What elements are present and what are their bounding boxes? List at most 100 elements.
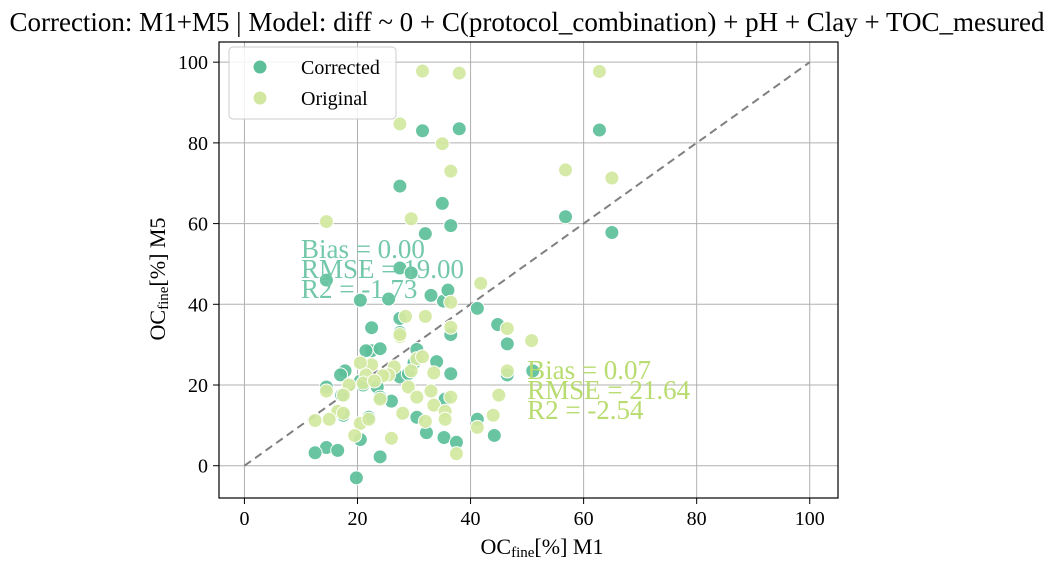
original-point xyxy=(558,162,574,178)
corrected-stat-line: Bias = 0.00 xyxy=(301,234,425,264)
data-points xyxy=(307,63,620,486)
original-point xyxy=(524,333,540,349)
legend-box xyxy=(228,46,397,120)
y-tick-label: 40 xyxy=(188,294,208,316)
corrected-point xyxy=(330,442,346,458)
original-point xyxy=(417,308,433,324)
original-point xyxy=(499,321,515,337)
original-stat-line: RMSE = 21.64 xyxy=(527,375,691,405)
original-point xyxy=(491,387,507,403)
corrected-point xyxy=(443,218,459,234)
legend-label-corrected: Corrected xyxy=(301,57,380,79)
original-point xyxy=(409,389,425,405)
corrected-point xyxy=(318,272,334,288)
original-stat-line: R2 = -2.54 xyxy=(527,395,644,425)
corrected-point xyxy=(352,292,368,308)
corrected-point xyxy=(364,320,380,336)
x-tick-label: 100 xyxy=(795,508,825,530)
corrected-point xyxy=(415,123,431,139)
corrected-point xyxy=(436,429,452,445)
corrected-point xyxy=(499,336,515,352)
original-point xyxy=(604,170,620,186)
legend-marker-corrected xyxy=(252,59,268,75)
original-point xyxy=(321,411,337,427)
corrected-point xyxy=(525,363,541,379)
legend-marker-original xyxy=(252,90,268,106)
original-point xyxy=(485,407,501,423)
x-tick-label: 80 xyxy=(687,508,707,530)
corrected-point xyxy=(604,224,620,240)
original-point xyxy=(415,63,431,79)
corrected-point xyxy=(372,341,388,357)
y-tick-label: 100 xyxy=(178,52,208,74)
corrected-point xyxy=(423,287,439,303)
original-point xyxy=(451,65,467,81)
legend: Corrected Original xyxy=(228,46,397,120)
original-point xyxy=(423,383,439,399)
corrected-point xyxy=(403,265,419,281)
original-point xyxy=(395,405,411,421)
original-point xyxy=(400,379,416,395)
original-point xyxy=(366,373,382,389)
original-point xyxy=(392,327,408,343)
y-tick-label: 0 xyxy=(198,456,208,478)
original-point xyxy=(443,389,459,405)
original-point xyxy=(383,430,399,446)
corrected-point xyxy=(372,449,388,465)
corrected-point xyxy=(469,300,485,316)
original-point xyxy=(335,387,351,403)
original-point xyxy=(398,308,414,324)
original-point xyxy=(403,211,419,227)
original-point xyxy=(434,136,450,152)
corrected-point xyxy=(417,226,433,242)
original-point xyxy=(392,116,408,132)
corrected-point xyxy=(381,291,397,307)
original-point xyxy=(318,214,334,230)
original-point xyxy=(443,294,459,310)
corrected-point xyxy=(558,209,574,225)
original-point xyxy=(352,355,368,371)
x-tick-label: 40 xyxy=(461,508,481,530)
original-point xyxy=(417,413,433,429)
corrected-stat-line: R2 = -1.73 xyxy=(301,274,417,304)
reference-line-y-equals-x xyxy=(243,61,811,467)
y-axis-label: OCfine[%] M5 xyxy=(145,218,172,341)
axis-ticks: 0 20 40 60 80 100 0 20 40 60 80 100 xyxy=(178,52,825,530)
original-point xyxy=(318,383,334,399)
original-point xyxy=(335,405,351,421)
y-tick-label: 80 xyxy=(188,133,208,155)
corrected-point xyxy=(333,367,349,383)
corrected-point xyxy=(348,470,364,486)
corrected-point xyxy=(486,427,502,443)
original-point xyxy=(448,446,464,462)
original-point xyxy=(499,363,515,379)
original-point xyxy=(443,163,459,179)
original-point xyxy=(307,413,323,429)
corrected-point xyxy=(434,195,450,211)
original-point xyxy=(403,363,419,379)
original-point xyxy=(473,275,489,291)
original-point xyxy=(591,63,607,79)
original-point xyxy=(437,411,453,427)
y-tick-label: 60 xyxy=(188,214,208,236)
original-point xyxy=(347,427,363,443)
x-axis-label: OCfine[%] M1 xyxy=(481,534,604,561)
original-point xyxy=(469,419,485,435)
corrected-stat-line: RMSE = 19.00 xyxy=(301,254,464,284)
plot-frame xyxy=(218,41,839,499)
corrected-point xyxy=(443,366,459,382)
original-point xyxy=(415,349,431,365)
corrected-point xyxy=(451,121,467,137)
corrected-point xyxy=(392,178,408,194)
x-tick-label: 60 xyxy=(574,508,594,530)
legend-label-original: Original xyxy=(301,88,368,110)
corrected-point xyxy=(591,122,607,138)
x-tick-label: 20 xyxy=(347,508,367,530)
original-point xyxy=(361,411,377,427)
original-stat-line: Bias = 0.07 xyxy=(527,355,651,385)
y-tick-label: 20 xyxy=(188,375,208,397)
corrected-point xyxy=(307,445,323,461)
x-tick-label: 0 xyxy=(239,508,249,530)
